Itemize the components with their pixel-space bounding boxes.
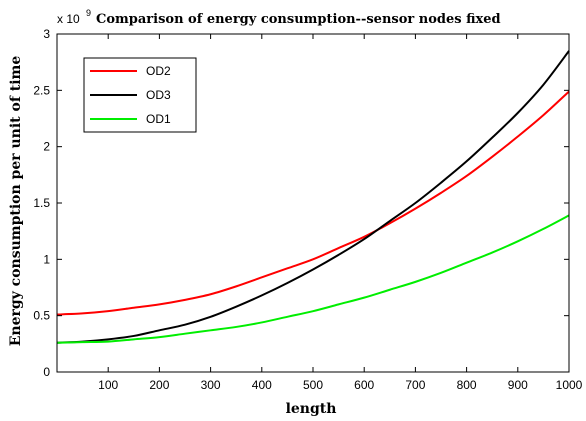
y-tick-label: 1.5	[33, 196, 50, 210]
x-axis-label: length	[286, 401, 337, 417]
x-tick-label: 200	[149, 378, 169, 392]
y-multiplier: x 10	[57, 12, 80, 26]
y-tick-label: 0	[43, 365, 50, 379]
y-tick-label: 2	[43, 140, 50, 154]
x-tick-label: 800	[457, 378, 477, 392]
x-tick-label: 700	[405, 378, 425, 392]
tick-layer: 100 200 300 400 500 600 700 800 900 1000 0 0.5 1 1.5 2…	[33, 27, 582, 392]
chart-title: Comparison of energy consumption--sensor…	[96, 12, 501, 27]
x-tick-label: 600	[354, 378, 374, 392]
legend-label-od1: OD1	[146, 112, 171, 126]
x-tick-label: 900	[508, 378, 528, 392]
y-axis-label: Energy consumption per unit of time	[8, 56, 24, 347]
legend-label-od2: OD2	[146, 64, 171, 78]
series-layer	[56, 50, 570, 344]
x-tick-label: 400	[252, 378, 272, 392]
series-line-od1	[56, 214, 570, 344]
legend: OD2 OD3 OD1	[83, 57, 197, 133]
y-multiplier-exponent: 9	[86, 8, 91, 18]
series-line-od2	[56, 90, 570, 316]
x-tick-label: 300	[201, 378, 221, 392]
y-tick-label: 3	[43, 27, 50, 41]
plot-frame	[56, 33, 570, 373]
x-tick-label: 1000	[556, 378, 583, 392]
y-tick-label: 0.5	[33, 309, 50, 323]
legend-label-od3: OD3	[146, 88, 171, 102]
y-tick-label: 2.5	[33, 83, 50, 97]
x-tick-label: 500	[303, 378, 323, 392]
x-tick-label: 100	[98, 378, 118, 392]
series-line-od3	[56, 50, 570, 344]
y-tick-label: 1	[43, 252, 50, 266]
